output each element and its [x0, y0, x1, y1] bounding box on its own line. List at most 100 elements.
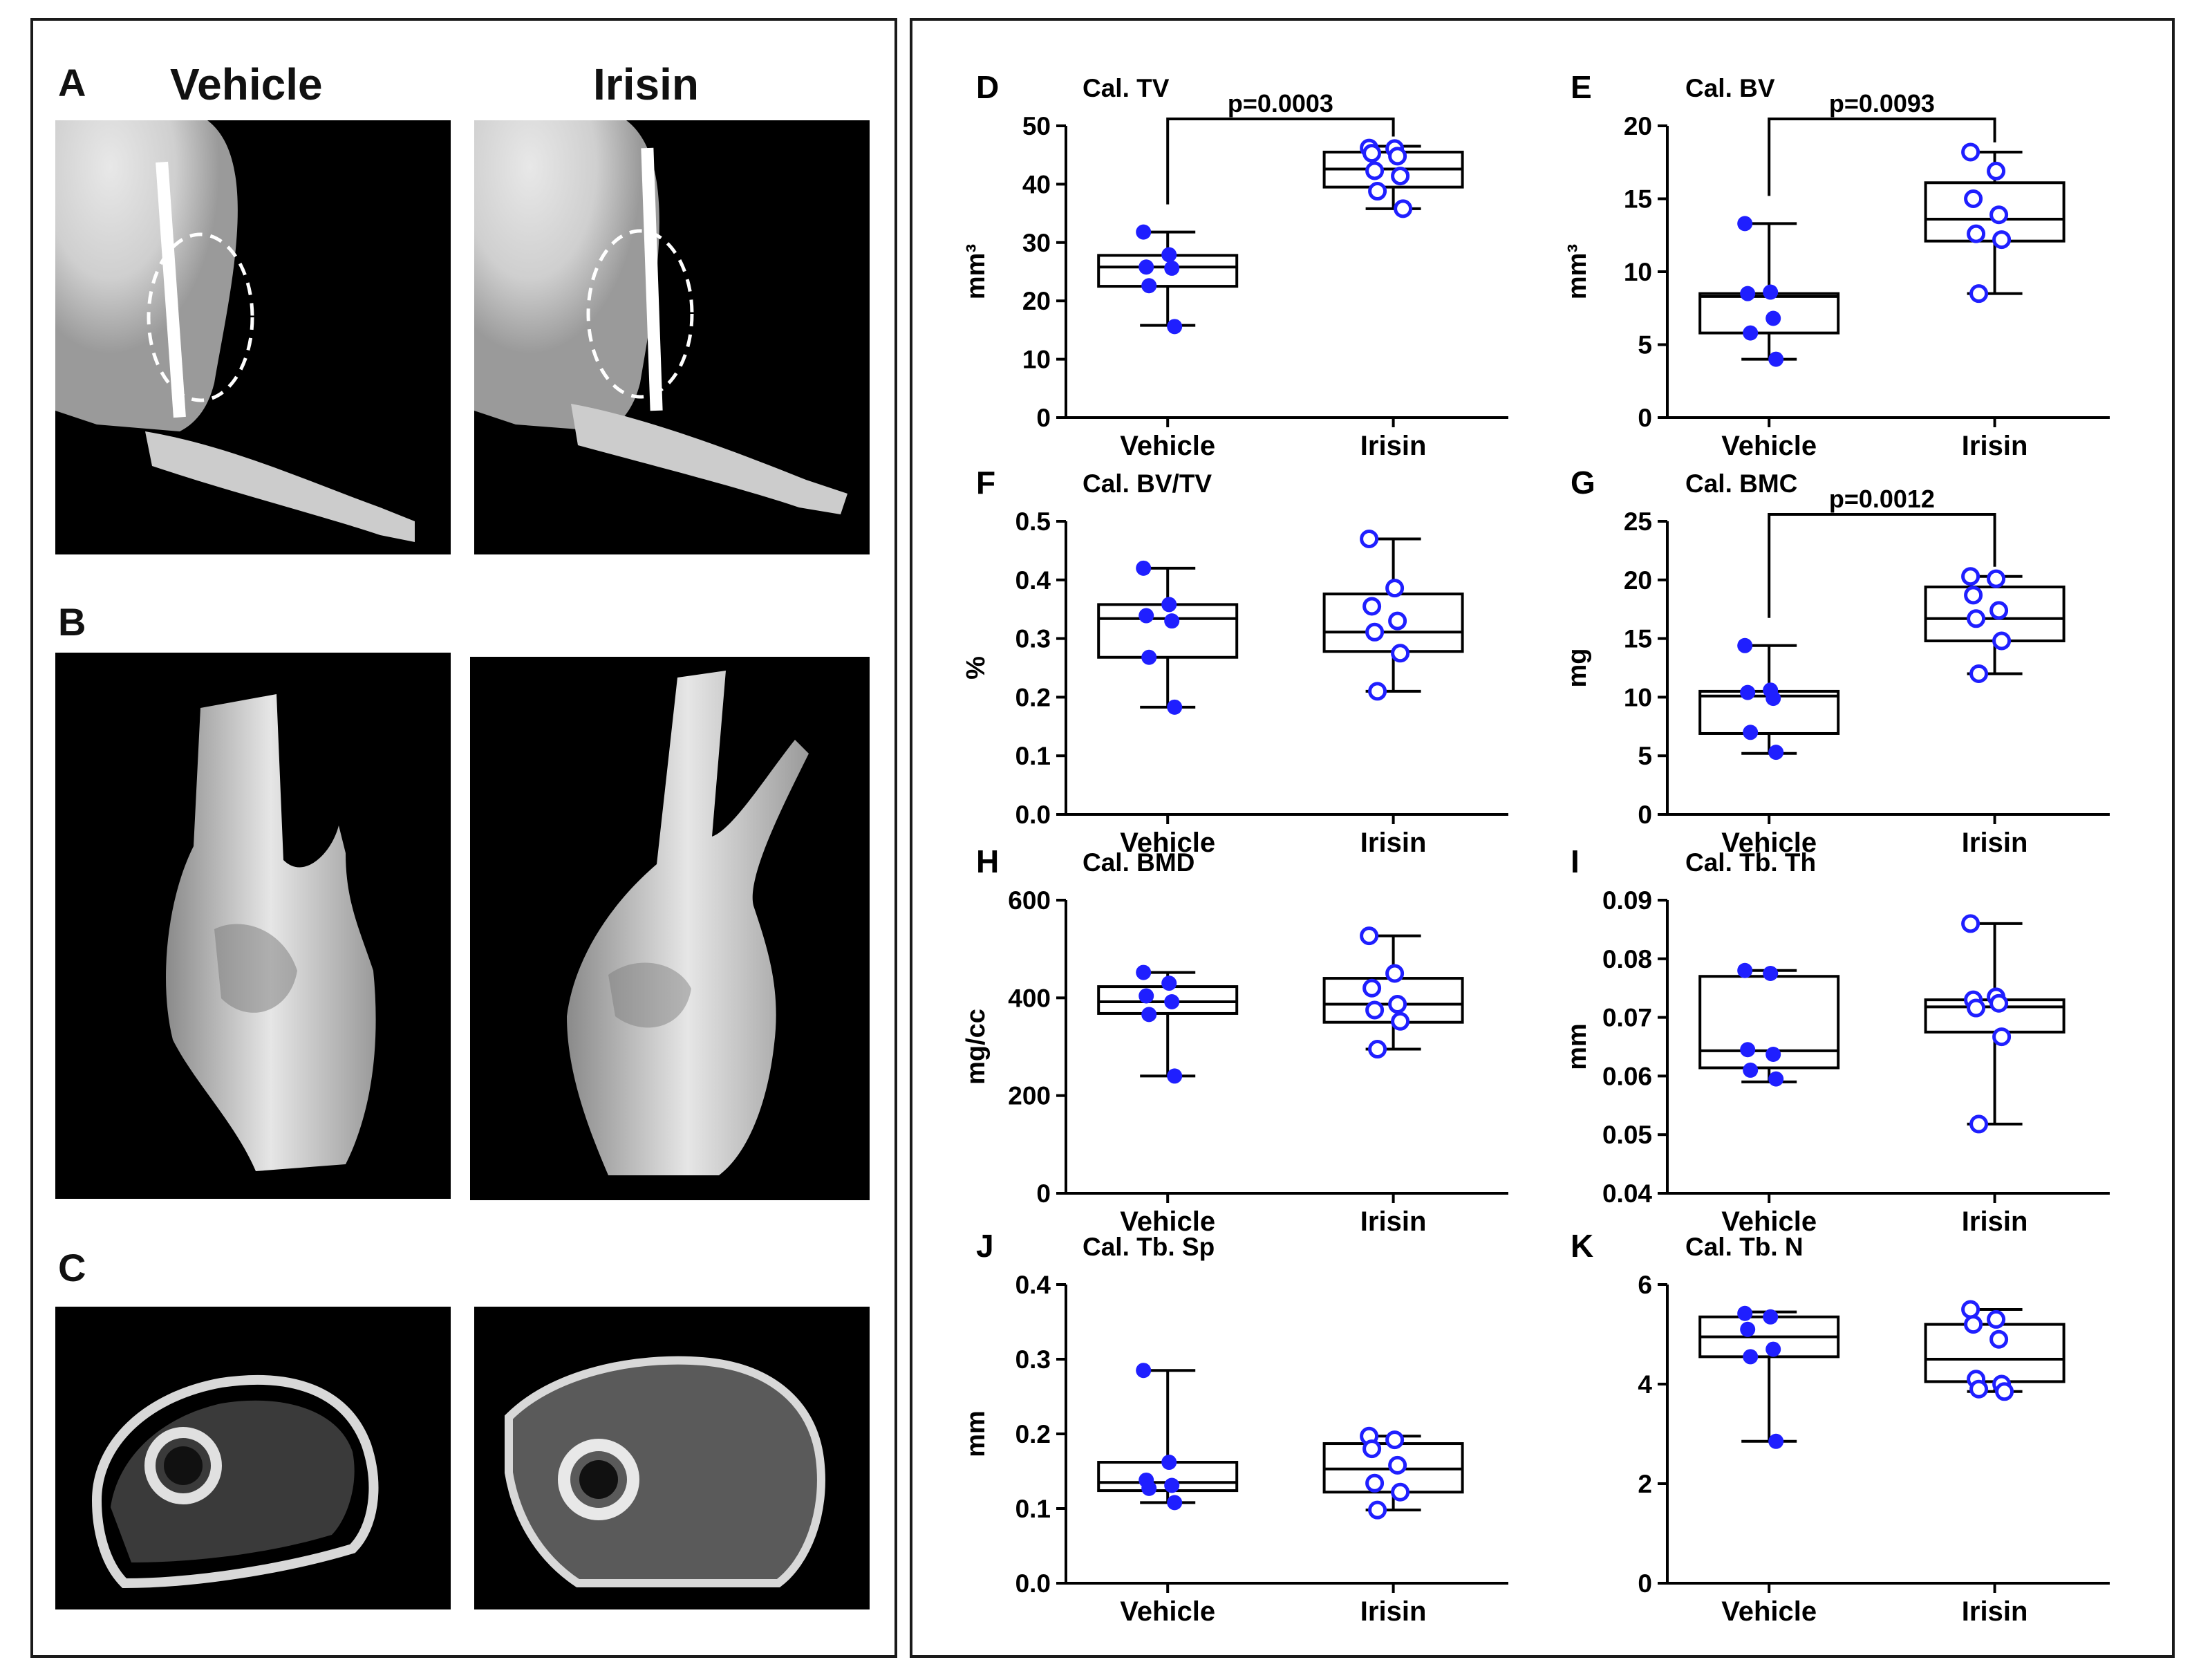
data-point-irisin — [1987, 1309, 2006, 1329]
y-tick-label: 0.07 — [1602, 1004, 1652, 1032]
chart-g: G Cal. BMC 0 5 10 15 20 25 mg Vehicle Irisin p=0.00… — [1563, 465, 2110, 858]
data-point-vehicle — [1740, 286, 1756, 301]
y-tick-label: 0.09 — [1602, 886, 1652, 915]
header-irisin: Irisin — [593, 59, 699, 109]
xray-irisin-image — [474, 120, 870, 554]
x-tick-label: Vehicle — [1721, 431, 1817, 461]
y-tick-label: 0.3 — [1015, 625, 1051, 653]
y-tick-label: 0.0 — [1015, 801, 1051, 829]
data-point-irisin — [1987, 161, 2006, 180]
p-value-label: p=0.0012 — [1829, 485, 1935, 513]
data-point-vehicle — [1141, 278, 1157, 294]
y-tick-label: 20 — [1624, 112, 1652, 140]
chart-title: Cal. BMC — [1685, 469, 1797, 498]
y-axis-label: mg/cc — [962, 1009, 991, 1085]
x-tick-label: Vehicle — [1120, 828, 1215, 858]
data-point-irisin — [1992, 230, 2012, 250]
data-point-vehicle — [1167, 699, 1183, 715]
significance-bracket — [1768, 513, 1996, 618]
data-point-irisin — [1365, 1000, 1385, 1020]
data-point-vehicle — [1139, 988, 1154, 1004]
y-tick-label: 0.4 — [1015, 1271, 1051, 1299]
data-point-irisin — [1368, 1500, 1387, 1520]
y-tick-label: 15 — [1624, 625, 1652, 653]
panel-letter: D — [976, 69, 999, 105]
y-tick-label: 200 — [1008, 1082, 1051, 1110]
x-tick-label: Irisin — [1962, 431, 2028, 461]
data-point-irisin — [1362, 597, 1382, 616]
y-tick-label: 30 — [1022, 229, 1051, 257]
y-tick-label: 0.08 — [1602, 945, 1652, 973]
data-point-irisin — [1989, 993, 2009, 1013]
data-point-irisin — [1391, 1482, 1410, 1502]
data-point-irisin — [1368, 1040, 1387, 1059]
panel-label-c: C — [58, 1246, 86, 1289]
data-point-vehicle — [1164, 613, 1180, 629]
data-point-vehicle — [1765, 1341, 1781, 1357]
chart-title: Cal. Tb. Sp — [1083, 1233, 1215, 1261]
data-point-vehicle — [1141, 649, 1157, 665]
x-tick-label: Irisin — [1962, 1596, 2028, 1627]
chart-title: Cal. Tb. N — [1685, 1233, 1804, 1261]
y-tick-label: 0.04 — [1602, 1179, 1652, 1208]
x-tick-label: Vehicle — [1120, 431, 1215, 461]
data-point-irisin — [1368, 682, 1387, 701]
x-tick-label: Irisin — [1962, 1206, 2028, 1237]
y-tick-label: 20 — [1624, 566, 1652, 595]
data-point-irisin — [1961, 567, 1980, 586]
data-point-irisin — [1362, 144, 1382, 163]
y-tick-label: 600 — [1008, 886, 1051, 915]
y-tick-label: 10 — [1022, 346, 1051, 374]
data-point-irisin — [1961, 1300, 1980, 1319]
y-tick-label: 10 — [1624, 258, 1652, 286]
chart-f: F Cal. BV/TV 0.0 0.1 0.2 0.3 0.4 0.5% Vehicle Iri… — [962, 465, 1508, 858]
data-point-vehicle — [1743, 1349, 1759, 1365]
data-point-irisin — [1992, 1027, 2012, 1047]
p-value-label: p=0.0003 — [1228, 89, 1333, 118]
y-tick-label: 0 — [1638, 1569, 1652, 1598]
data-point-irisin — [1394, 199, 1413, 218]
panel-letter: G — [1571, 465, 1595, 501]
data-point-irisin — [1362, 1439, 1382, 1459]
data-point-vehicle — [1763, 966, 1779, 981]
panel-letter: H — [976, 843, 999, 879]
chart-k: K Cal. Tb. N 0 2 4 6 Vehicle Irisin — [1571, 1228, 2110, 1627]
data-point-vehicle — [1743, 725, 1759, 740]
x-tick-label: Vehicle — [1721, 1206, 1817, 1237]
data-point-vehicle — [1737, 1305, 1753, 1321]
chart-title: Cal. TV — [1083, 74, 1170, 102]
data-point-irisin — [1385, 579, 1405, 598]
data-point-vehicle — [1768, 1433, 1784, 1449]
y-tick-label: 0.06 — [1602, 1062, 1652, 1090]
y-tick-label: 0 — [1036, 1179, 1051, 1208]
y-tick-label: 0.0 — [1015, 1569, 1051, 1598]
data-point-irisin — [1992, 631, 2012, 651]
data-point-vehicle — [1164, 993, 1180, 1009]
data-point-vehicle — [1161, 247, 1177, 263]
data-point-irisin — [1360, 926, 1379, 946]
data-point-irisin — [1388, 611, 1407, 631]
data-point-vehicle — [1164, 260, 1180, 276]
data-point-irisin — [1987, 569, 2006, 588]
x-tick-label: Vehicle — [1120, 1206, 1215, 1237]
data-point-irisin — [1989, 1329, 2009, 1349]
data-point-vehicle — [1136, 560, 1152, 576]
y-tick-label: 2 — [1638, 1470, 1652, 1498]
data-point-vehicle — [1768, 351, 1784, 367]
panel-letter: K — [1571, 1228, 1593, 1264]
y-axis-label: mm — [962, 1410, 991, 1457]
data-point-vehicle — [1740, 1042, 1756, 1058]
data-point-irisin — [1385, 1430, 1405, 1450]
panel-letter: E — [1571, 69, 1592, 105]
data-point-vehicle — [1765, 1047, 1781, 1063]
box-iqr — [1097, 603, 1239, 659]
y-tick-label: 0.05 — [1602, 1121, 1652, 1149]
data-point-vehicle — [1737, 637, 1753, 653]
data-point-irisin — [1391, 1011, 1410, 1031]
chart-title: Cal. BV — [1685, 74, 1775, 102]
data-point-irisin — [1388, 147, 1407, 166]
y-tick-label: 6 — [1638, 1271, 1652, 1299]
data-point-vehicle — [1136, 1363, 1152, 1379]
y-tick-label: 50 — [1022, 112, 1051, 140]
